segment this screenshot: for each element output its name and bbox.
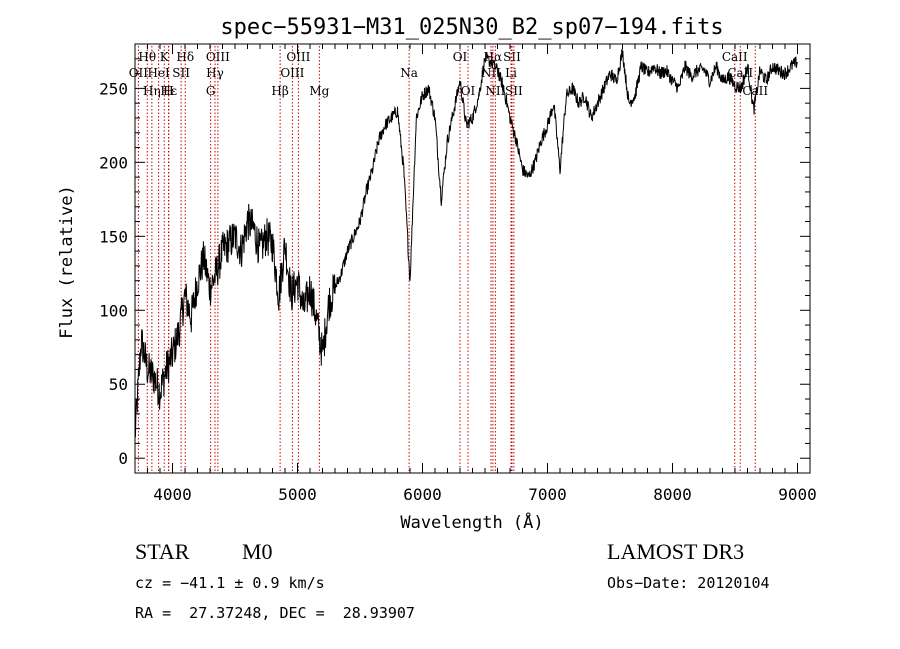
line-label-21: NII (481, 66, 501, 80)
line-label-22: Li (505, 66, 517, 80)
y-tick-label-4: 200 (99, 153, 128, 172)
spectrum-layer (134, 48, 798, 438)
line-label-24: SII (505, 84, 523, 98)
line-label-5: Hε (160, 84, 177, 98)
y-axis-label: Flux (relative) (57, 185, 77, 339)
line-label-13: OIII (286, 50, 310, 64)
line-label-2: Hη (143, 84, 161, 98)
y-tick-label-2: 100 (99, 301, 128, 320)
chart-title: spec−55931−M31_025N30_B2_sp07−194.fits (220, 15, 723, 40)
line-label-14: OIII (280, 66, 304, 80)
object-subclass: M0 (242, 539, 273, 564)
line-label-7: H (163, 84, 173, 98)
line-label-11: G (206, 84, 216, 98)
y-tick-label-5: 250 (99, 79, 128, 98)
observation-date: Obs−Date: 20120104 (607, 574, 770, 592)
line-label-3: K (160, 50, 170, 64)
y-tick-label-3: 150 (99, 227, 128, 246)
line-label-4: HeI (147, 66, 170, 80)
survey-name: LAMOST DR3 (607, 539, 745, 564)
axes-layer: 4000 5000 6000 7000 8000 9000 0 50 100 150 200 250 (99, 43, 817, 504)
line-label-23: NII (485, 84, 505, 98)
spectrum-line (134, 48, 798, 438)
line-label-6: SII (172, 66, 190, 80)
object-class: STAR (135, 539, 190, 564)
line-label-10: Hγ (206, 66, 224, 80)
x-axis-label: Wavelength (Å) (400, 511, 543, 533)
line-label-9: OIII (206, 50, 230, 64)
line-label-0: Hθ (138, 50, 156, 64)
y-tick-label-0: 0 (118, 449, 128, 468)
line-label-1: OII (129, 66, 149, 80)
line-label-18: OI (461, 84, 476, 98)
x-tick-label-4: 8000 (653, 485, 692, 504)
x-tick-label-0: 4000 (153, 485, 192, 504)
line-label-15: Mg (309, 84, 329, 98)
redshift-cz: cz = −41.1 ± 0.9 km/s (135, 574, 325, 592)
x-tick-label-3: 7000 (528, 485, 567, 504)
line-label-20: SII (503, 50, 521, 64)
line-label-27: CaII (742, 84, 768, 98)
emission-lines-layer: Hθ OII Hη K HeI Hε SII H Hδ OIII Hγ G Hβ OIII OIII Mg Na… (129, 46, 768, 473)
line-label-17: OI (453, 50, 468, 64)
coordinates: RA = 27.37248, DEC = 28.93907 (135, 604, 415, 622)
line-label-19: Hα (484, 50, 503, 64)
x-tick-label-2: 6000 (403, 485, 442, 504)
line-label-16: Na (400, 66, 418, 80)
line-label-25: CaII (722, 50, 748, 64)
plot-frame (134, 43, 811, 474)
y-tick-label-1: 50 (109, 375, 128, 394)
x-tick-label-1: 5000 (278, 485, 317, 504)
line-label-8: Hδ (176, 50, 194, 64)
line-label-12: Hβ (271, 84, 288, 98)
x-tick-label-5: 9000 (778, 485, 817, 504)
